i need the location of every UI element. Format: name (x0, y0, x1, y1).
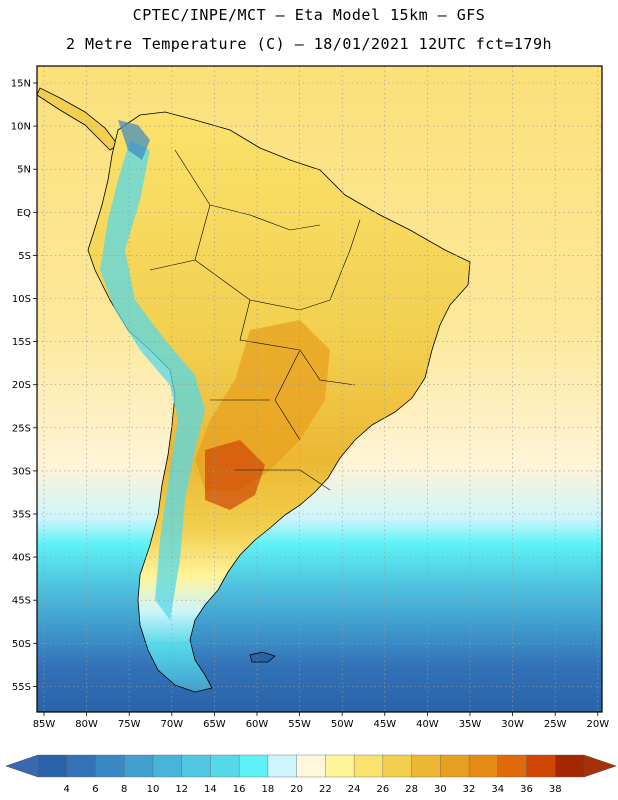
lon-label: 60W (246, 719, 269, 730)
chart-subtitle: 2 Metre Temperature (C) – 18/01/2021 12U… (65, 35, 553, 53)
lat-label: 50S (12, 639, 31, 650)
lat-label: 25S (12, 423, 31, 434)
colorbar-tick-label: 22 (319, 784, 332, 795)
lat-label: 15S (12, 337, 31, 348)
lon-label: 50W (331, 719, 354, 730)
colorbar-swatch (353, 754, 384, 778)
lat-label: 15N (11, 79, 31, 90)
lat-label: EQ (17, 208, 31, 219)
falkland-islands (249, 651, 276, 663)
colorbar-swatch (468, 754, 499, 778)
colorbar-tick-label: 32 (463, 784, 476, 795)
colorbar-tick-label: 10 (147, 784, 160, 795)
map-frame (36, 65, 603, 713)
lat-label: 45S (12, 596, 31, 607)
colorbar-high-arrow (583, 754, 617, 778)
colorbar-swatch (37, 754, 68, 778)
lon-label: 35W (459, 719, 482, 730)
lat-label: 35S (12, 510, 31, 521)
colorbar-tick-label: 30 (434, 784, 447, 795)
colorbar-tick-label: 18 (262, 784, 275, 795)
colorbar-swatch (66, 754, 96, 778)
colorbar-swatch (95, 754, 125, 778)
country-borders (149, 149, 361, 491)
colorbar-swatch (440, 754, 470, 778)
lon-label: 65W (203, 719, 226, 730)
colorbar-tick-label: 38 (549, 784, 562, 795)
lon-label: 40W (416, 719, 439, 730)
colorbar-tick-label: 24 (348, 784, 361, 795)
colorbar-swatch (124, 754, 154, 778)
lon-label: 85W (33, 719, 56, 730)
lon-label: 70W (160, 719, 183, 730)
latitude-labels: 15N 10N 5N EQ 5S 10S 15S 20S 25S 30S 35S 40S 45S 50S 5… (11, 79, 37, 693)
colorbar-tick-label: 34 (491, 784, 504, 795)
colorbar-swatch (555, 754, 585, 778)
lat-label: 40S (12, 553, 31, 564)
colorbar-swatch (325, 754, 355, 778)
colombian-andes-cold (118, 120, 150, 160)
lon-label: 20W (586, 719, 609, 730)
colorbar-swatch (238, 754, 269, 778)
colorbar-swatch (210, 754, 240, 778)
colorbar-swatch (526, 754, 556, 778)
colorbar-swatch (296, 754, 326, 778)
map-field (37, 66, 602, 712)
lat-label: 5N (17, 165, 31, 176)
colorbar-tick-label: 36 (520, 784, 533, 795)
colorbar-tick-label: 28 (405, 784, 418, 795)
lat-label: 10N (11, 122, 31, 133)
colorbar-tick-label: 12 (175, 784, 188, 795)
lat-label: 55S (12, 682, 31, 693)
lon-label: 75W (118, 719, 141, 730)
colorbar-tick-label: 6 (92, 784, 98, 795)
colorbar-swatch (152, 754, 183, 778)
lon-label: 55W (288, 719, 311, 730)
hot-spot-region (205, 440, 265, 510)
colorbar-swatch (411, 754, 441, 778)
colorbar-swatch (181, 754, 211, 778)
colorbar-swatch (382, 754, 413, 778)
longitude-labels: 85W 80W 75W 70W 65W 60W 55W 50W 45W 40W 35W 30W 25W 2… (33, 712, 609, 730)
colorbar-tick-label: 26 (376, 784, 389, 795)
lon-label: 80W (75, 719, 98, 730)
colorbar-tick-label: 16 (233, 784, 246, 795)
chart-title: CPTEC/INPE/MCT – Eta Model 15km – GFS (132, 6, 486, 24)
colorbar-tick-label: 4 (64, 784, 70, 795)
lat-label: 10S (12, 294, 31, 305)
colorbar-tick-label: 14 (204, 784, 217, 795)
lat-label: 5S (18, 251, 31, 262)
lon-label: 25W (544, 719, 567, 730)
colorbar-tick-label: 8 (121, 784, 127, 795)
colorbar-swatch (267, 754, 298, 778)
colorbar: 4 6 8 10 12 14 16 18 20 22 24 26 28 30 32 34 36 38 (5, 754, 617, 795)
colorbar-low-arrow (5, 754, 39, 778)
lat-label: 30S (12, 466, 31, 477)
colorbar-tick-label: 20 (290, 784, 303, 795)
lon-label: 45W (373, 719, 396, 730)
colorbar-swatch (497, 754, 528, 778)
andes-cold-band (100, 140, 205, 620)
lat-label: 20S (12, 380, 31, 391)
lon-label: 30W (501, 719, 524, 730)
